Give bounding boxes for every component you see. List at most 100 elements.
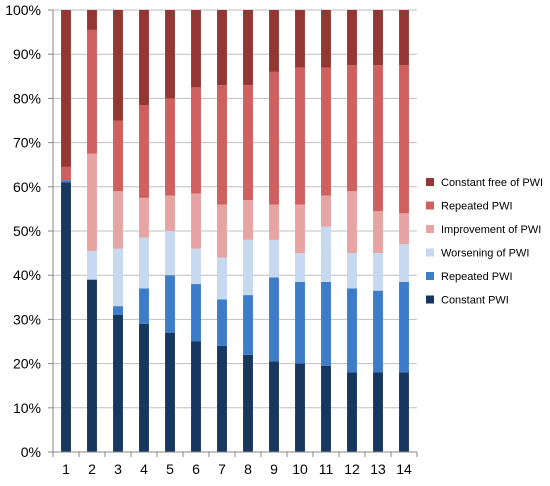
bar-segment-series-2 (139, 288, 149, 324)
legend-label: Improvement of PWI (441, 224, 541, 236)
y-tick-label: 20% (13, 356, 41, 372)
gridlines (53, 9, 417, 453)
bar-segment-series-2 (269, 277, 279, 362)
bar-segment-series-4 (217, 204, 227, 258)
legend-swatch (426, 178, 434, 186)
x-tick-label: 13 (370, 461, 386, 477)
bar-segment-series-6 (61, 10, 71, 167)
bar-segment-series-3 (295, 253, 305, 282)
x-tick-label: 9 (270, 461, 278, 477)
bar-segment-series-5 (373, 65, 383, 212)
legend-label: Constant PWI (441, 295, 509, 307)
bar-segment-series-3 (87, 250, 97, 280)
bar-segment-series-3 (373, 253, 383, 291)
bar-segment-series-1 (399, 372, 409, 452)
x-tick-label: 6 (192, 461, 200, 477)
bar-segment-series-2 (165, 275, 175, 333)
bar-segment-series-6 (113, 10, 123, 121)
x-tick-label: 14 (396, 461, 412, 477)
bar-segment-series-4 (399, 213, 409, 245)
axes (48, 9, 418, 457)
y-tick-label: 60% (13, 179, 41, 195)
bar-segment-series-1 (373, 372, 383, 452)
bar-stack-9 (269, 10, 279, 452)
bar-stack-10 (295, 10, 305, 452)
bar-segment-series-3 (321, 226, 331, 282)
x-tick-label: 3 (114, 461, 122, 477)
bar-segment-series-2 (217, 299, 227, 346)
bar-segment-series-6 (399, 10, 409, 66)
x-tick-label: 7 (218, 461, 226, 477)
legend-swatch (426, 225, 434, 233)
bar-segment-series-1 (113, 314, 123, 452)
bar-segment-series-4 (113, 191, 123, 249)
bar-segment-series-1 (347, 372, 357, 452)
bar-segment-series-2 (347, 288, 357, 373)
bar-segment-series-4 (139, 197, 149, 238)
bar-stack-1 (61, 10, 71, 452)
legend-label: Constant free of PWI (441, 177, 543, 189)
bar-segment-series-2 (243, 295, 253, 355)
bar-segment-series-5 (139, 105, 149, 198)
x-tick-label: 1 (62, 461, 70, 477)
bar-stack-6 (191, 10, 201, 452)
bar-segment-series-4 (269, 204, 279, 240)
bar-segment-series-3 (139, 237, 149, 289)
bar-segment-series-4 (321, 195, 331, 227)
bar-segment-series-3 (217, 257, 227, 300)
bar-segment-series-4 (243, 200, 253, 240)
y-tick-label: 50% (13, 223, 41, 239)
bar-segment-series-5 (191, 87, 201, 194)
bar-segment-series-1 (139, 323, 149, 452)
legend-swatch (426, 201, 434, 210)
bar-segment-series-6 (295, 10, 305, 68)
bar-segment-series-5 (321, 67, 331, 196)
y-axis-tick-labels: 0% 10% 20% 30% 40% 50% 60% 70% 80% 90% 100% (5, 2, 41, 460)
bar-stack-4 (139, 10, 149, 452)
bar-segment-series-2 (399, 281, 409, 373)
bar-segment-series-6 (373, 10, 383, 66)
bar-segment-series-1 (269, 361, 279, 452)
bar-segment-series-4 (87, 153, 97, 251)
bar-segment-series-1 (87, 279, 97, 452)
bar-stack-5 (165, 10, 175, 452)
y-tick-label: 100% (5, 2, 41, 18)
bar-segment-series-6 (243, 10, 253, 86)
bar-segment-series-1 (243, 354, 253, 452)
bar-segment-series-2 (295, 281, 305, 364)
bar-segment-series-3 (113, 248, 123, 307)
bar-segment-series-5 (295, 67, 305, 205)
bar-segment-series-5 (243, 85, 253, 201)
y-tick-label: 40% (13, 267, 41, 283)
bar-segment-series-3 (347, 253, 357, 289)
bar-stack-7 (217, 10, 227, 452)
bar-segment-series-6 (87, 10, 97, 30)
bar-segment-series-5 (347, 65, 357, 192)
bar-stack-11 (321, 10, 331, 452)
y-tick-label: 0% (21, 444, 41, 460)
bar-segment-series-1 (61, 182, 71, 452)
legend-swatch (426, 272, 434, 280)
bar-segment-series-3 (269, 239, 279, 278)
legend-label: Repeated PWI (441, 201, 513, 213)
bar-segment-series-4 (165, 195, 175, 231)
bar-segment-series-3 (243, 239, 253, 296)
y-tick-label: 30% (13, 311, 41, 327)
legend-swatch (426, 248, 434, 257)
bar-segment-series-2 (61, 180, 71, 183)
bar-segment-series-6 (347, 10, 357, 66)
y-tick-label: 90% (13, 46, 41, 62)
y-tick-label: 80% (13, 90, 41, 106)
x-tick-label: 10 (292, 461, 308, 477)
bar-stack-13 (373, 10, 383, 452)
legend-label: Worsening of PWI (441, 248, 529, 260)
bar-segment-series-5 (217, 85, 227, 205)
x-tick-label: 2 (88, 461, 96, 477)
bar-segment-series-3 (165, 231, 175, 276)
legend-label: Repeated PWI (441, 271, 513, 283)
bar-segment-series-5 (113, 120, 123, 192)
bar-segment-series-6 (191, 10, 201, 88)
y-tick-label: 70% (13, 135, 41, 151)
x-tick-label: 12 (344, 461, 360, 477)
